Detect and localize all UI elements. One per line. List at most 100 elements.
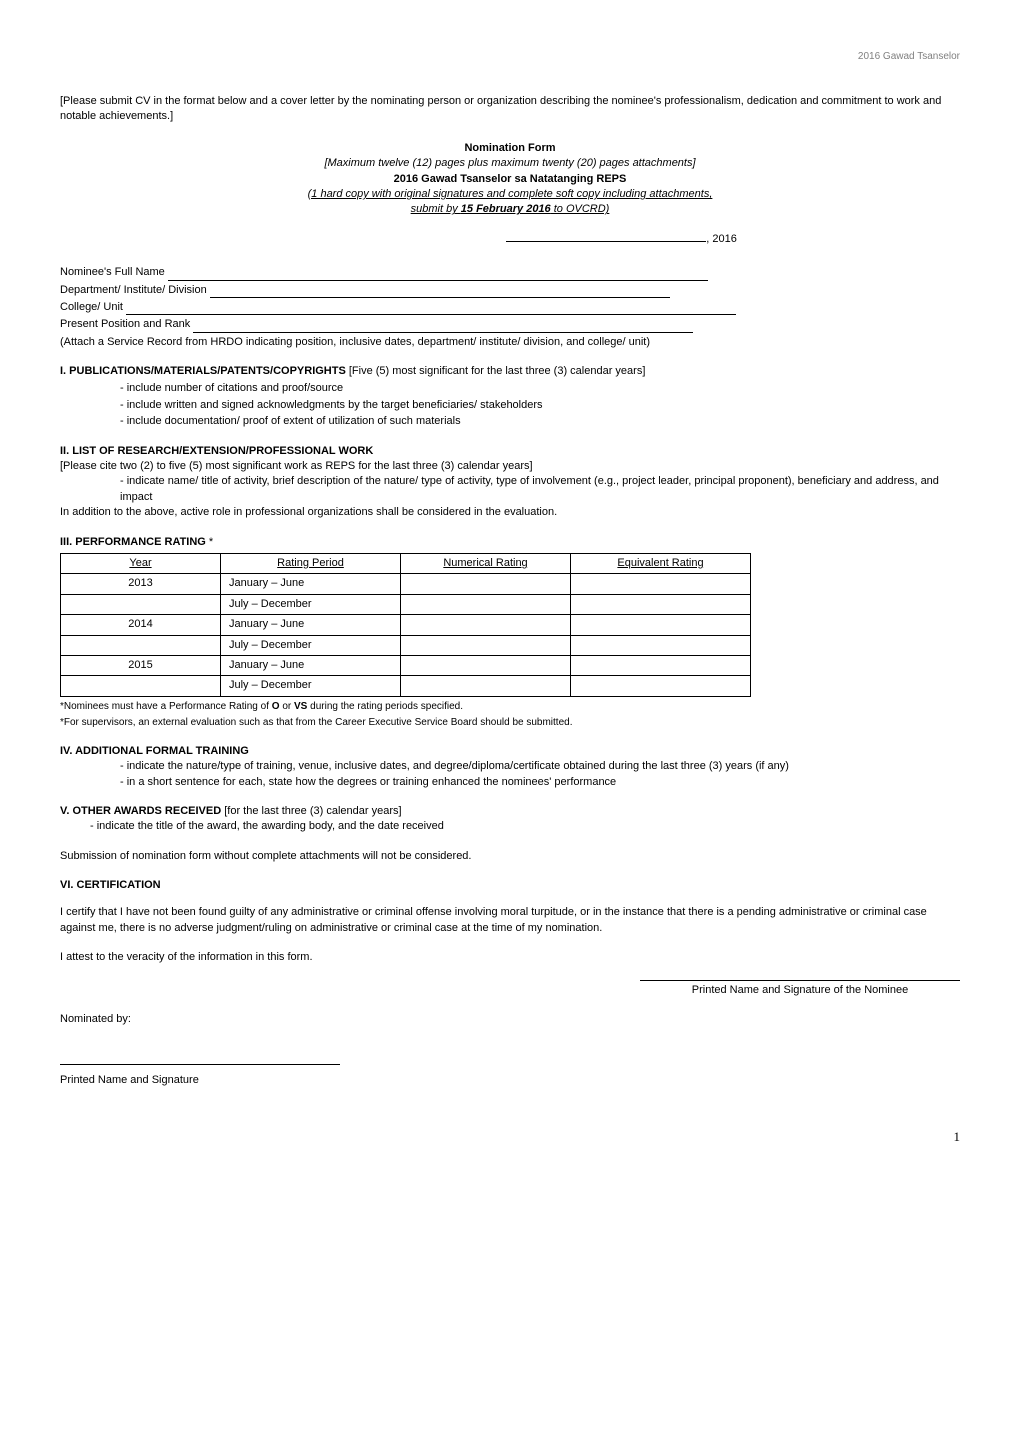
college-label: College/ Unit [60, 301, 126, 313]
rank-label: Present Position and Rank [60, 318, 193, 330]
table-cell[interactable] [401, 635, 571, 655]
title-line2: [Maximum twelve (12) pages plus maximum … [60, 156, 960, 171]
footnote-1: *Nominees must have a Performance Rating… [60, 700, 960, 714]
table-cell: January – June [221, 615, 401, 635]
col-numerical: Numerical Rating [401, 553, 571, 573]
table-row: 2013January – June [61, 574, 751, 594]
footnote-2: *For supervisors, an external evaluation… [60, 716, 960, 730]
certification-para2: I attest to the veracity of the informat… [60, 950, 960, 965]
list-item: - include number of citations and proof/… [120, 381, 960, 396]
date-blank-field[interactable] [506, 241, 706, 242]
date-year-suffix: , 2016 [706, 233, 737, 245]
certification-para1: I certify that I have not been found gui… [60, 905, 960, 936]
table-cell[interactable] [571, 594, 751, 614]
footnote-1-b2: VS [294, 701, 307, 712]
page-number: 1 [60, 1128, 960, 1146]
footnote-1-post: during the rating periods specified. [307, 701, 463, 712]
table-row: 2014January – June [61, 615, 751, 635]
col-year: Year [61, 553, 221, 573]
section-1: I. PUBLICATIONS/MATERIALS/PATENTS/COPYRI… [60, 364, 960, 430]
date-line: , 2016 [60, 232, 960, 247]
list-item: - include written and signed acknowledgm… [120, 398, 960, 413]
department-input[interactable] [210, 297, 670, 298]
table-cell: July – December [221, 594, 401, 614]
table-cell: 2014 [61, 615, 221, 635]
section-2-head: II. LIST OF RESEARCH/EXTENSION/PROFESSIO… [60, 445, 373, 457]
nominee-name-label: Nominee's Full Name [60, 266, 168, 278]
table-cell [61, 635, 221, 655]
title-line5-date: 15 February 2016 [461, 203, 551, 215]
footnote-1-pre: *Nominees must have a Performance Rating… [60, 701, 272, 712]
table-cell[interactable] [571, 574, 751, 594]
performance-table: Year Rating Period Numerical Rating Equi… [60, 553, 751, 697]
table-cell[interactable] [401, 615, 571, 635]
nominee-signature-line[interactable]: Printed Name and Signature of the Nomine… [640, 980, 960, 998]
footnote-1-mid: or [280, 701, 294, 712]
nominee-signature-block: Printed Name and Signature of the Nomine… [60, 980, 960, 998]
field-rank: Present Position and Rank [60, 317, 960, 332]
department-label: Department/ Institute/ Division [60, 284, 210, 296]
submission-note: Submission of nomination form without co… [60, 849, 960, 864]
section-1-list: - include number of citations and proof/… [60, 381, 960, 429]
table-row: July – December [61, 594, 751, 614]
rank-input[interactable] [193, 332, 693, 333]
footnote-1-b1: O [272, 701, 280, 712]
table-cell: July – December [221, 635, 401, 655]
nominated-by-label: Nominated by: [60, 1012, 960, 1027]
title-line5-prefix: submit by [411, 203, 461, 215]
intro-note: [Please submit CV in the format below an… [60, 94, 960, 125]
nominator-signature-line[interactable] [60, 1064, 340, 1065]
table-header-row: Year Rating Period Numerical Rating Equi… [61, 553, 751, 573]
section-5: V. OTHER AWARDS RECEIVED [for the last t… [60, 804, 960, 835]
title-line5: submit by 15 February 2016 to OVCRD) [60, 202, 960, 217]
section-1-desc: [Five (5) most significant for the last … [346, 365, 646, 377]
section-2: II. LIST OF RESEARCH/EXTENSION/PROFESSIO… [60, 444, 960, 521]
col-period: Rating Period [221, 553, 401, 573]
table-cell[interactable] [401, 574, 571, 594]
table-cell[interactable] [571, 615, 751, 635]
table-row: 2015January – June [61, 655, 751, 675]
section-2-line3: In addition to the above, active role in… [60, 505, 960, 520]
table-cell[interactable] [571, 676, 751, 696]
section-4-line2: - in a short sentence for each, state ho… [60, 775, 960, 790]
section-6-head: VI. CERTIFICATION [60, 878, 960, 893]
section-6: VI. CERTIFICATION I certify that I have … [60, 878, 960, 966]
table-row: July – December [61, 635, 751, 655]
table-cell: 2015 [61, 655, 221, 675]
table-cell: January – June [221, 655, 401, 675]
section-3-head: III. PERFORMANCE RATING [60, 536, 206, 548]
section-3-asterisk: * [206, 536, 213, 548]
college-input[interactable] [126, 314, 736, 315]
nominator-signature-block: Printed Name and Signature [60, 1057, 960, 1088]
nominee-signature-label: Printed Name and Signature of the Nomine… [692, 984, 908, 996]
table-cell[interactable] [571, 655, 751, 675]
section-4-head: IV. ADDITIONAL FORMAL TRAINING [60, 745, 249, 757]
list-item: - include documentation/ proof of extent… [120, 414, 960, 429]
nominee-name-input[interactable] [168, 280, 708, 281]
section-1-head: I. PUBLICATIONS/MATERIALS/PATENTS/COPYRI… [60, 365, 346, 377]
section-4-line1: - indicate the nature/type of training, … [60, 759, 960, 774]
title-line3: 2016 Gawad Tsanselor sa Natatanging REPS [60, 172, 960, 187]
section-5-desc: [for the last three (3) calendar years] [221, 805, 401, 817]
field-department: Department/ Institute/ Division [60, 283, 960, 298]
title-line4: (1 hard copy with original signatures an… [60, 187, 960, 202]
table-row: July – December [61, 676, 751, 696]
table-cell: July – December [221, 676, 401, 696]
page-header-right: 2016 Gawad Tsanselor [60, 50, 960, 64]
section-5-head: V. OTHER AWARDS RECEIVED [60, 805, 221, 817]
table-cell[interactable] [401, 676, 571, 696]
table-cell: 2013 [61, 574, 221, 594]
section-2-line1: [Please cite two (2) to five (5) most si… [60, 459, 960, 474]
table-cell[interactable] [401, 594, 571, 614]
section-4: IV. ADDITIONAL FORMAL TRAINING - indicat… [60, 744, 960, 790]
field-college: College/ Unit [60, 300, 960, 315]
attach-note: (Attach a Service Record from HRDO indic… [60, 335, 960, 350]
section-5-line1: - indicate the title of the award, the a… [60, 819, 960, 834]
table-cell [61, 676, 221, 696]
nominator-signature-label: Printed Name and Signature [60, 1073, 960, 1088]
table-cell[interactable] [401, 655, 571, 675]
field-nominee-name: Nominee's Full Name [60, 265, 960, 280]
section-3: III. PERFORMANCE RATING * Year Rating Pe… [60, 535, 960, 730]
table-cell[interactable] [571, 635, 751, 655]
title-line5-suffix: to OVCRD) [551, 203, 610, 215]
